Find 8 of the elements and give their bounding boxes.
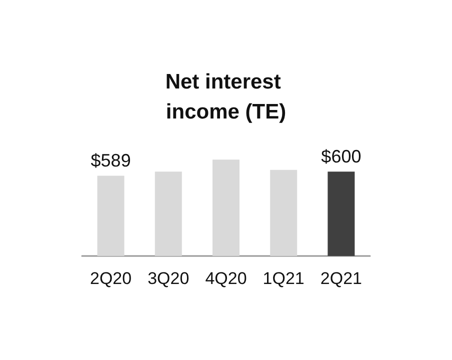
- x-tick-label: 2Q20: [90, 269, 132, 288]
- x-tick-label: 3Q20: [148, 269, 190, 288]
- chart-title: Net interest income (TE): [165, 70, 287, 124]
- x-tick-label: 1Q21: [262, 269, 304, 288]
- x-tick-label: 2Q21: [320, 269, 362, 288]
- data-label: $589: [90, 150, 131, 171]
- data-label: $600: [321, 146, 362, 167]
- x-tick-label: 4Q20: [205, 269, 247, 288]
